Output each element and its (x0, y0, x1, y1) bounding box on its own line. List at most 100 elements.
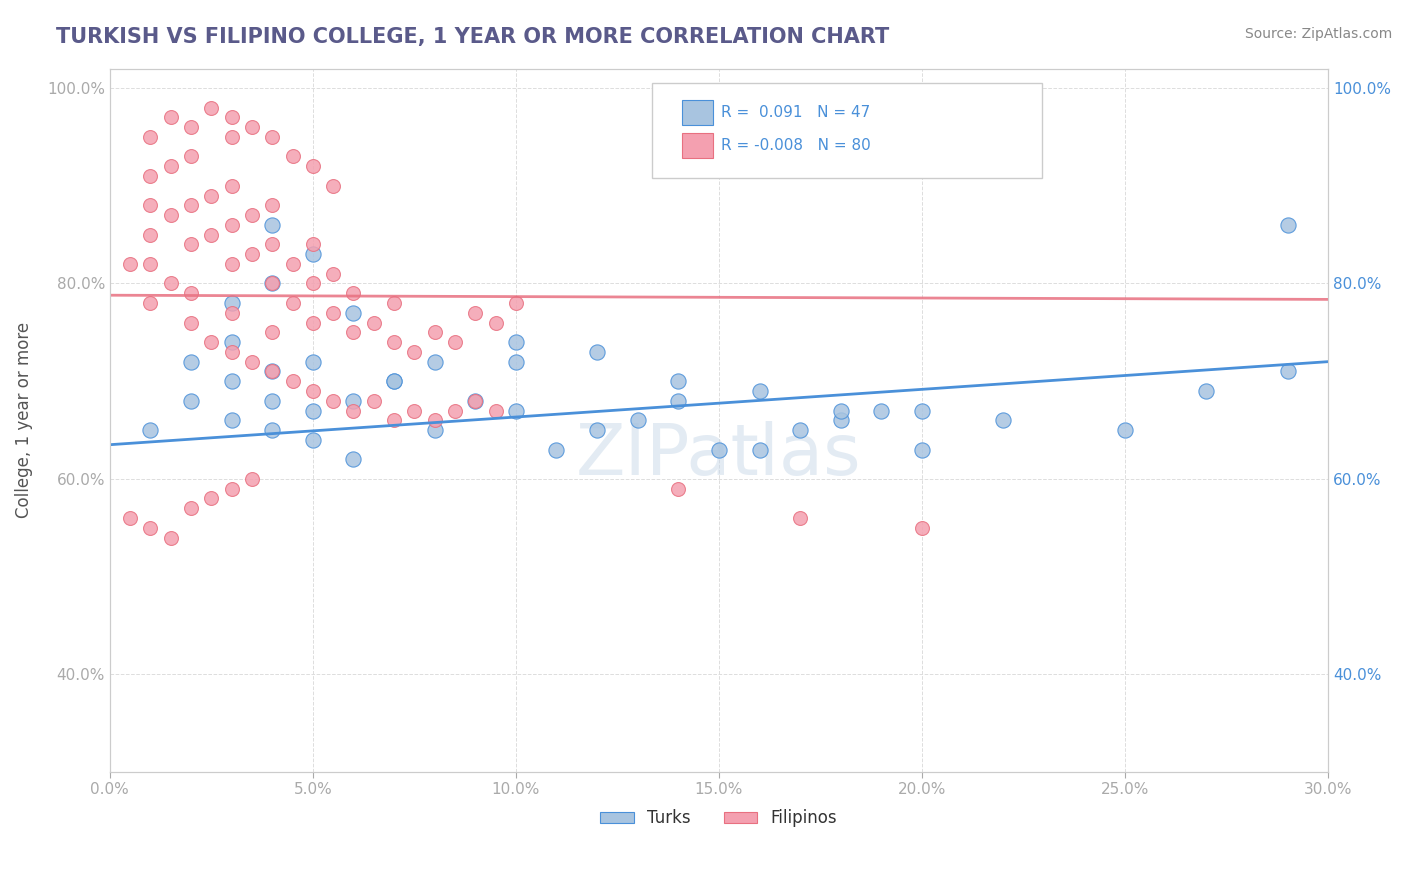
Point (262, 364, 284, 378)
Point (322, 267, 344, 281)
Point (262, 218, 284, 232)
Point (221, 306, 243, 320)
Bar (682, 133, 713, 158)
Point (221, 129, 243, 144)
Point (301, 354, 323, 368)
Point (240, 247, 263, 261)
Point (180, 237, 202, 252)
Point (382, 374, 405, 388)
Point (444, 403, 467, 417)
Point (120, 511, 142, 525)
Point (221, 111, 243, 125)
Point (180, 354, 202, 368)
Text: Source: ZipAtlas.com: Source: ZipAtlas.com (1244, 27, 1392, 41)
Point (139, 129, 162, 144)
Point (240, 208, 263, 222)
Point (464, 393, 486, 408)
Point (505, 335, 527, 350)
Point (301, 403, 323, 417)
Point (342, 452, 364, 467)
Point (382, 335, 405, 350)
Point (423, 423, 446, 437)
Point (262, 277, 284, 291)
Point (382, 413, 405, 427)
Point (180, 286, 202, 301)
Point (139, 257, 162, 271)
Point (505, 354, 527, 368)
Point (363, 393, 385, 408)
Point (342, 393, 364, 408)
Point (464, 306, 486, 320)
Point (159, 208, 181, 222)
Point (748, 384, 770, 398)
Point (159, 531, 181, 545)
Point (505, 403, 527, 417)
Text: R =  0.091   N = 47: R = 0.091 N = 47 (721, 105, 870, 120)
Point (301, 277, 323, 291)
Point (139, 169, 162, 183)
Point (180, 198, 202, 212)
Point (363, 316, 385, 330)
Point (139, 423, 162, 437)
Point (789, 423, 811, 437)
Point (262, 326, 284, 340)
Point (262, 237, 284, 252)
FancyBboxPatch shape (652, 83, 1042, 178)
Point (221, 257, 243, 271)
Point (221, 482, 243, 496)
Point (200, 227, 222, 242)
Point (139, 521, 162, 535)
Point (546, 442, 568, 457)
Point (404, 403, 426, 417)
Point (221, 335, 243, 350)
Point (484, 403, 506, 417)
Point (1277, 364, 1299, 378)
Point (180, 501, 202, 516)
Point (281, 296, 304, 310)
Point (301, 159, 323, 173)
Point (505, 296, 527, 310)
Point (159, 111, 181, 125)
Point (221, 178, 243, 193)
Point (200, 188, 222, 202)
Point (423, 354, 446, 368)
Point (240, 354, 263, 368)
Point (240, 120, 263, 135)
Point (830, 403, 852, 417)
Point (139, 198, 162, 212)
Point (586, 344, 609, 359)
Point (382, 296, 405, 310)
Point (423, 413, 446, 427)
Point (120, 257, 142, 271)
Point (180, 316, 202, 330)
Point (870, 403, 893, 417)
Point (322, 306, 344, 320)
Point (666, 482, 689, 496)
Point (666, 374, 689, 388)
Point (221, 413, 243, 427)
Point (301, 384, 323, 398)
Y-axis label: College, 1 year or more: College, 1 year or more (15, 322, 32, 518)
Point (301, 433, 323, 447)
Point (464, 393, 486, 408)
Point (404, 344, 426, 359)
Text: R = -0.008   N = 80: R = -0.008 N = 80 (721, 138, 872, 153)
Point (180, 120, 202, 135)
Point (627, 413, 650, 427)
Point (262, 423, 284, 437)
Legend: Turks, Filipinos: Turks, Filipinos (593, 803, 844, 834)
Point (159, 277, 181, 291)
Point (342, 326, 364, 340)
Point (789, 511, 811, 525)
Point (911, 521, 934, 535)
Point (139, 296, 162, 310)
Point (342, 286, 364, 301)
Point (281, 257, 304, 271)
Point (262, 198, 284, 212)
Point (221, 296, 243, 310)
Point (707, 442, 730, 457)
Point (993, 413, 1015, 427)
Text: TURKISH VS FILIPINO COLLEGE, 1 YEAR OR MORE CORRELATION CHART: TURKISH VS FILIPINO COLLEGE, 1 YEAR OR M… (56, 27, 890, 46)
Point (748, 442, 770, 457)
Point (139, 227, 162, 242)
